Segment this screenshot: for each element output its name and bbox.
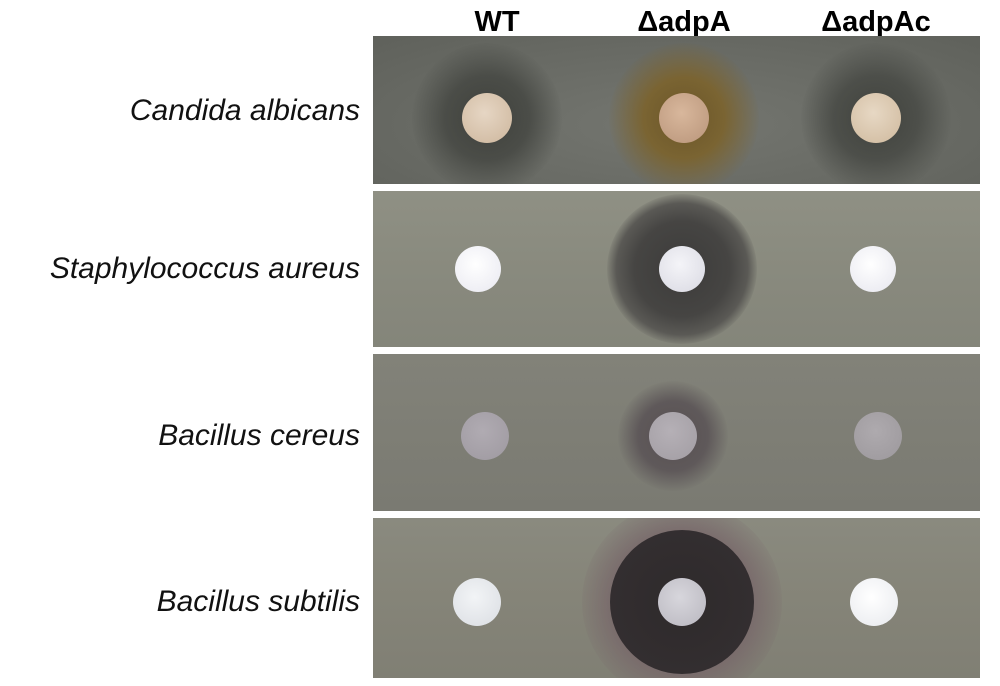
disc-adpac: [850, 578, 898, 626]
disc-adpac: [851, 93, 901, 143]
disc-adpa: [659, 93, 709, 143]
plate-staphylococcus-aureus: [373, 191, 980, 347]
disc-wt: [453, 578, 501, 626]
column-header-adpa: ΔadpA: [637, 6, 731, 38]
row-label-bacillus-cereus: Bacillus cereus: [158, 419, 360, 452]
plate-candida-albicans: [373, 36, 980, 184]
disc-adpac: [850, 246, 896, 292]
column-header-wt: WT: [474, 6, 520, 38]
column-header-adpac: ΔadpAc: [821, 6, 931, 38]
disc-adpa: [649, 412, 697, 460]
disc-adpac: [854, 412, 902, 460]
row-label-bacillus-subtilis: Bacillus subtilis: [156, 585, 360, 618]
disc-wt: [455, 246, 501, 292]
plate-bacillus-cereus: [373, 354, 980, 511]
disc-adpa: [659, 246, 705, 292]
row-label-staphylococcus-aureus: Staphylococcus aureus: [49, 252, 360, 285]
disc-wt: [462, 93, 512, 143]
disc-wt: [461, 412, 509, 460]
plate-bacillus-subtilis: [373, 518, 980, 678]
row-label-candida-albicans: Candida albicans: [129, 94, 360, 127]
disc-adpa: [658, 578, 706, 626]
